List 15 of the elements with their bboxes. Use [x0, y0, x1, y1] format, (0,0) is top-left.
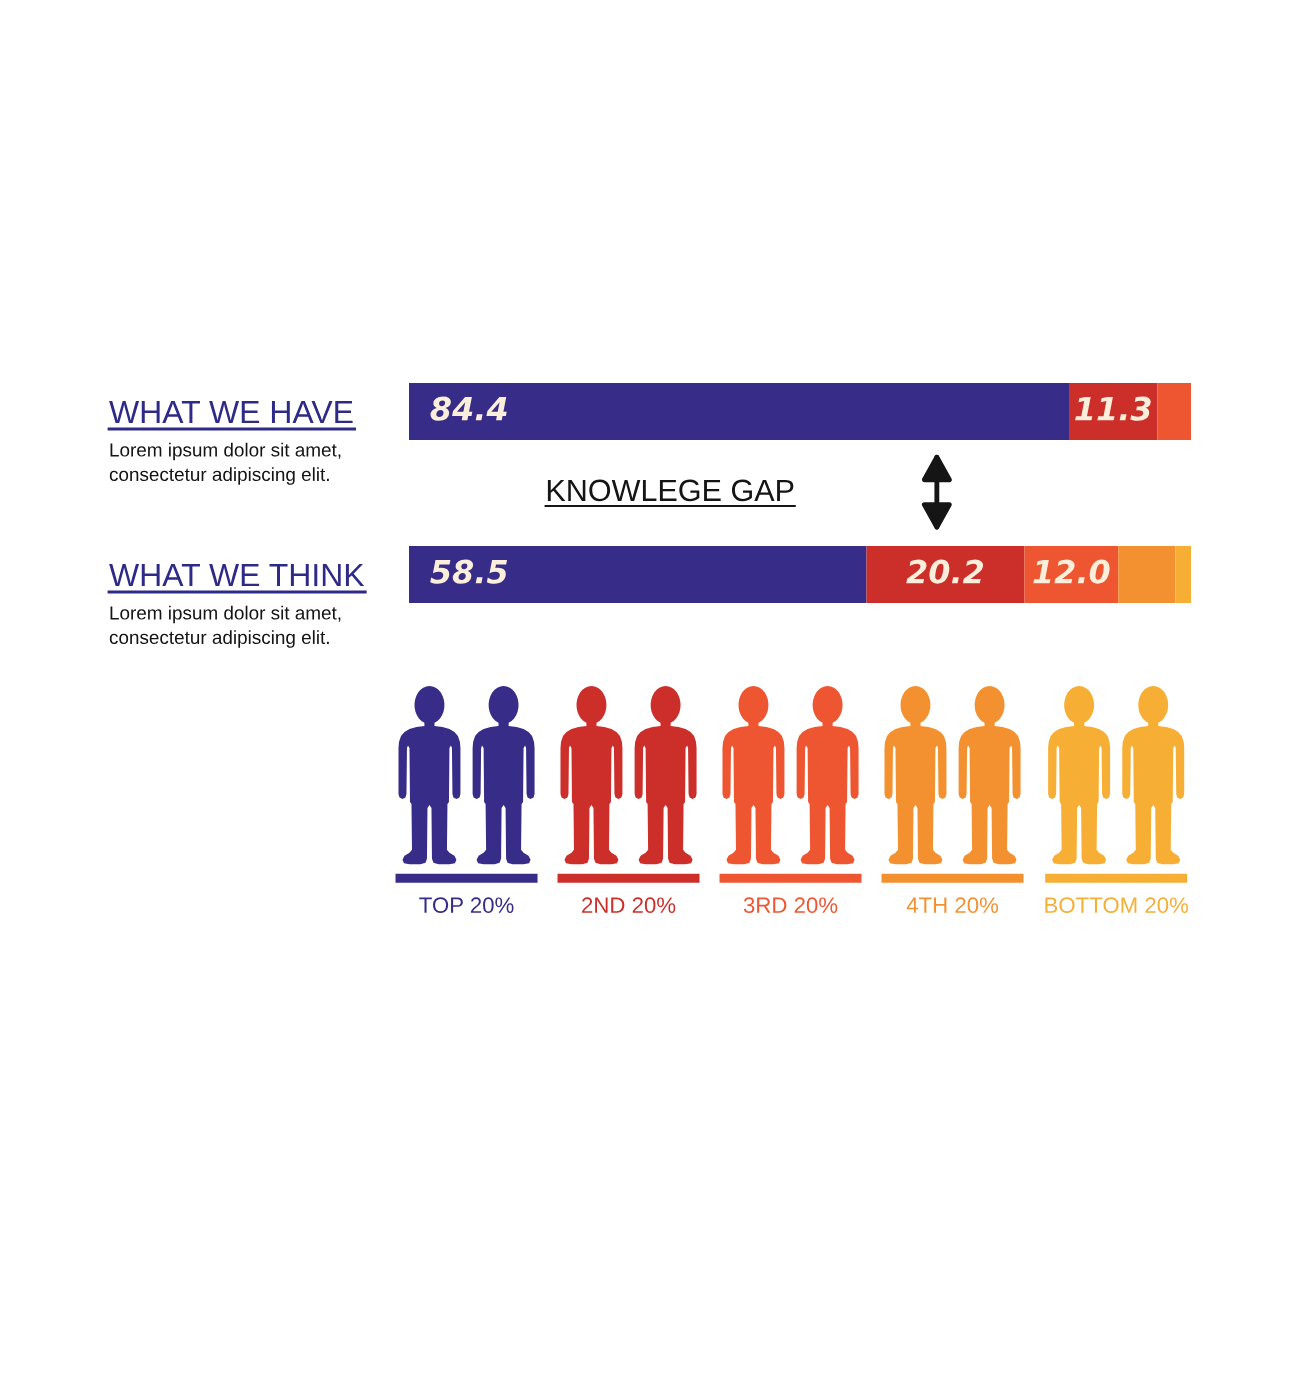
annotation: KNOWLEGE GAP: [547, 479, 794, 502]
text: TOP 20%: [419, 897, 514, 914]
text: Lorem ipsum dolor sit amet, consectetur adipiscing elit.: [109, 605, 341, 648]
text: Lorem ipsum dolor sit amet, consectetur adipiscing elit.: [109, 442, 341, 485]
text: 3RD 20%: [743, 897, 838, 914]
data-label: 12.0: [1033, 559, 1110, 584]
data-label: 58.5: [430, 559, 507, 584]
y-tick-label: WHAT WE HAVE: [109, 401, 353, 424]
text: BOTTOM 20%: [1045, 897, 1189, 914]
text: 2ND 20%: [582, 897, 676, 914]
data-label: 84.4: [430, 396, 507, 421]
data-label: 20.2: [906, 559, 984, 584]
text: 4TH 20%: [906, 897, 999, 914]
data-label: 11.3: [1075, 396, 1151, 421]
y-tick-label: WHAT WE THINK: [109, 564, 365, 587]
